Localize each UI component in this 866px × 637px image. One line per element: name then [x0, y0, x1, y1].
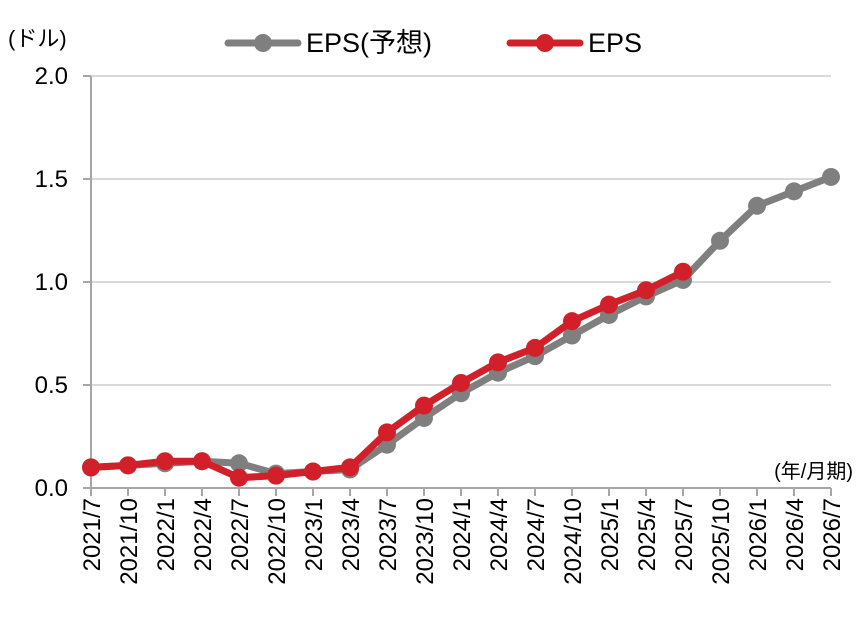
data-point [82, 458, 100, 477]
data-point [304, 462, 322, 481]
y-tick-label: 2.0 [35, 63, 68, 90]
data-point [267, 466, 285, 485]
legend-swatch-marker [254, 34, 272, 52]
legend-label: EPS(予想) [306, 28, 432, 58]
x-tick-label: 2023/4 [338, 498, 365, 571]
x-tick-label: 2024/10 [560, 498, 587, 585]
legend-item: EPS [506, 28, 642, 58]
x-unit-label: (年/月期) [774, 460, 853, 483]
axes [83, 75, 832, 496]
series-lines [82, 167, 840, 487]
x-tick-label: 2022/10 [264, 498, 291, 585]
data-point [674, 262, 692, 281]
data-point [341, 458, 359, 477]
data-point [452, 373, 470, 392]
data-point [526, 338, 544, 357]
x-tick-label: 2022/7 [227, 498, 254, 571]
data-point [415, 408, 433, 427]
data-point [193, 452, 211, 471]
x-tick-label: 2024/7 [523, 498, 550, 571]
series-1 [82, 262, 692, 487]
legend: EPS(予想) EPS [224, 28, 642, 58]
data-point [600, 295, 618, 314]
x-tick-label: 2023/7 [375, 498, 402, 571]
y-tick-label: 0.0 [35, 475, 68, 502]
y-tick-label: 0.5 [35, 372, 68, 399]
series-line [87, 173, 835, 478]
data-point [711, 231, 729, 250]
legend-item: EPS(予想) [224, 28, 432, 58]
data-point [230, 454, 248, 473]
data-point [563, 312, 581, 331]
x-tick-label: 2023/1 [301, 498, 328, 571]
series-0 [82, 167, 840, 483]
data-point [119, 456, 137, 475]
x-tick-label: 2021/10 [116, 498, 143, 585]
data-point [378, 423, 396, 442]
x-tick-label: 2023/10 [412, 498, 439, 585]
y-tick-label: 1.0 [35, 269, 68, 296]
data-point [415, 396, 433, 415]
legend-swatch-marker [536, 34, 554, 52]
x-tick-label: 2025/7 [671, 498, 698, 571]
data-point [563, 326, 581, 345]
x-tick-label: 2025/1 [597, 498, 624, 571]
x-tick-label: 2026/7 [819, 498, 846, 571]
tick-labels: 0.0 0.5 1.0 1.5 2.0 2021/7 2021/10 2022/1 2022/4… [35, 63, 846, 585]
legend-label: EPS [588, 28, 642, 58]
gridlines [91, 75, 831, 386]
data-point [489, 353, 507, 372]
x-tick-label: 2025/10 [708, 498, 735, 585]
data-point [637, 281, 655, 300]
y-unit-label: (ドル) [8, 26, 67, 51]
y-tick-label: 1.5 [35, 166, 68, 193]
x-tick-label: 2025/4 [634, 498, 661, 571]
data-point [822, 167, 840, 186]
x-tick-label: 2024/1 [449, 498, 476, 571]
data-point [785, 182, 803, 201]
x-tick-label: 2022/1 [153, 498, 180, 571]
data-point [748, 196, 766, 215]
data-point [156, 452, 174, 471]
x-tick-label: 2021/7 [79, 498, 106, 571]
x-tick-label: 2022/4 [190, 498, 217, 571]
x-tick-label: 2026/1 [745, 498, 772, 571]
x-tick-label: 2024/4 [486, 498, 513, 571]
data-point [230, 468, 248, 487]
x-tick-label: 2026/4 [782, 498, 809, 571]
